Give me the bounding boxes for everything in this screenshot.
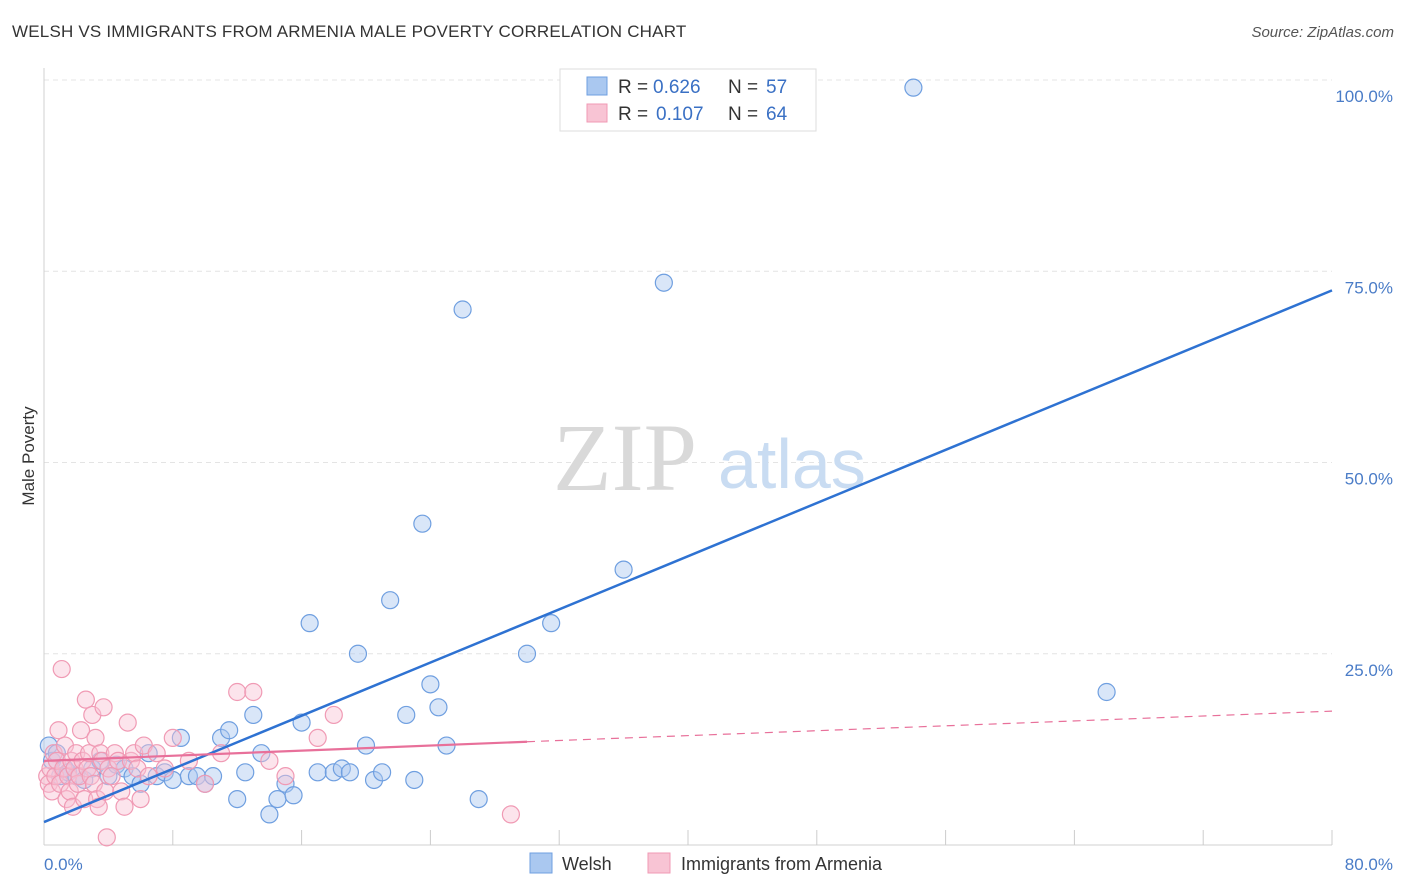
welsh-point (244, 705, 263, 725)
armenia-trend-extension (526, 710, 1333, 743)
chart-title: WELSH VS IMMIGRANTS FROM ARMENIA MALE PO… (12, 22, 687, 41)
welsh-point (413, 514, 432, 533)
armenia-point (94, 698, 113, 717)
welsh-point (284, 786, 303, 805)
welsh-point (517, 644, 537, 663)
welsh-point (268, 789, 287, 809)
chart-source: Source: ZipAtlas.com (1251, 24, 1394, 41)
x-tick-label: 0.0% (44, 855, 83, 874)
armenia-point (228, 682, 247, 702)
armenia-point (276, 767, 295, 786)
y-axis-label: Male Poverty (19, 406, 38, 506)
armenia-point (52, 659, 71, 679)
armenia-point (71, 721, 91, 740)
series-legend: Welsh Immigrants from Armenia (529, 852, 883, 874)
armenia-point (115, 797, 134, 816)
y-tick-label: 75.0% (1345, 278, 1393, 297)
data-points (38, 78, 1116, 847)
armenia-point (49, 721, 68, 740)
stats-legend: R = 0.626 N = 57 R = 0.107 N = 64 (559, 68, 817, 132)
welsh-point (421, 675, 440, 694)
x-tick-labels: 0.0% 80.0% (44, 855, 1393, 874)
x-tick-marks (172, 830, 1333, 845)
welsh-point (1097, 682, 1116, 702)
armenia-point (308, 728, 327, 748)
trend-lines (43, 289, 1333, 824)
series-legend-label-welsh: Welsh (562, 854, 612, 874)
armenia-point (244, 682, 263, 702)
welsh-point (300, 614, 319, 633)
armenia-point (102, 767, 121, 786)
welsh-point (429, 698, 448, 717)
armenia-point (195, 774, 215, 793)
welsh-point (348, 644, 368, 663)
legend-n-label-armenia: N = (728, 104, 758, 125)
legend-r-label-armenia: R = (618, 104, 648, 125)
y-tick-label: 50.0% (1345, 470, 1393, 489)
series-legend-label-armenia: Immigrants from Armenia (681, 854, 883, 874)
welsh-point (356, 736, 376, 755)
x-tick-label: 80.0% (1345, 855, 1393, 874)
armenia-point (163, 728, 182, 748)
legend-r-value-armenia: 0.107 (656, 104, 704, 125)
y-tick-label: 100.0% (1335, 87, 1393, 106)
armenia-point (260, 751, 279, 770)
armenia-point (97, 828, 116, 847)
armenia-point (86, 728, 105, 748)
legend-n-value-armenia: 64 (766, 104, 788, 125)
welsh-point (381, 591, 400, 610)
welsh-point (220, 721, 239, 740)
legend-r-value-welsh: 0.626 (653, 77, 701, 98)
watermark: ZIP atlas (553, 404, 866, 511)
welsh-point (654, 273, 673, 292)
legend-n-label-welsh: N = (728, 77, 758, 98)
welsh-point (405, 770, 424, 790)
welsh-point (469, 789, 488, 809)
series-legend-swatch-welsh (529, 852, 553, 874)
armenia-point (147, 744, 166, 763)
armenia-point (324, 705, 343, 725)
welsh-point (904, 78, 923, 97)
welsh-point (453, 300, 472, 319)
watermark-zip: ZIP (553, 404, 697, 511)
y-tick-label: 25.0% (1345, 661, 1393, 680)
welsh-point (308, 763, 327, 782)
legend-swatch-armenia (586, 103, 608, 123)
welsh-point (397, 705, 416, 725)
y-tick-labels: 25.0% 50.0% 75.0% 100.0% (1335, 87, 1393, 680)
legend-r-label-welsh: R = (618, 77, 648, 98)
welsh-point (236, 763, 255, 782)
legend-swatch-welsh (586, 76, 608, 96)
welsh-point (228, 789, 247, 809)
armenia-point (76, 690, 95, 709)
legend-n-value-welsh: 57 (766, 77, 787, 98)
gridlines (44, 79, 1332, 655)
armenia-trend-line (43, 740, 528, 762)
welsh-point (542, 614, 561, 633)
armenia-point (131, 789, 150, 809)
watermark-atlas: atlas (718, 425, 866, 503)
welsh-point (340, 763, 359, 782)
armenia-point (108, 751, 128, 770)
welsh-point (614, 560, 633, 579)
armenia-point (501, 805, 520, 824)
welsh-point (373, 763, 392, 782)
welsh-trend-line (43, 289, 1333, 824)
series-legend-swatch-armenia (647, 852, 671, 874)
welsh-point (260, 805, 279, 824)
armenia-point (118, 713, 137, 732)
